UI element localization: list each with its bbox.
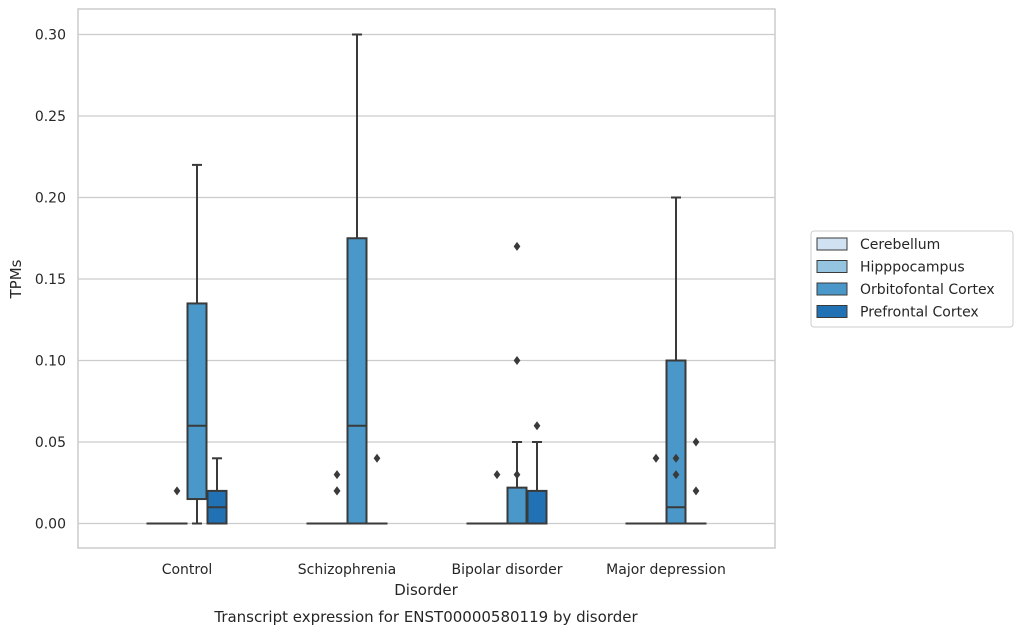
- outlier-point: [373, 453, 381, 463]
- y-axis-label: TPMs: [7, 259, 25, 299]
- outlier-point: [513, 356, 521, 365]
- legend-swatch: [816, 260, 848, 273]
- outlier-point: [533, 421, 541, 431]
- outlier-point: [173, 486, 181, 496]
- outlier-point: [672, 470, 680, 480]
- outlier-point: [333, 486, 341, 496]
- box-group: [665, 196, 687, 525]
- outlier-point: [692, 486, 700, 496]
- box-group: [526, 421, 548, 525]
- box-group: [366, 453, 388, 525]
- plot-frame: [77, 8, 776, 549]
- legend-swatch: [816, 282, 848, 296]
- legend-label: Hipppocampus: [860, 260, 965, 276]
- chart-caption: Transcript expression for ENST0000058011…: [213, 608, 638, 626]
- y-tick-label: 0.25: [35, 109, 66, 125]
- y-tick-label: 0.15: [35, 272, 66, 288]
- legend: Cerebellum Hipppocampus Orbitofontal Corte…: [810, 230, 1014, 328]
- legend-label: Cerebellum: [860, 237, 940, 253]
- y-tick-label: 0.20: [35, 191, 66, 207]
- x-tick-label: Major depression: [606, 562, 726, 578]
- box-plot-marks: [146, 33, 707, 525]
- y-tick-label: 0.05: [35, 435, 66, 451]
- x-axis-ticks: Control Schizophrenia Bipolar disorder Majo…: [162, 562, 726, 578]
- x-tick-label: Schizophrenia: [298, 562, 396, 578]
- legend-frame: [810, 230, 1014, 328]
- box: [346, 237, 368, 525]
- legend-swatch: [816, 305, 848, 318]
- outlier-point: [692, 437, 700, 447]
- x-tick-label: Bipolar disorder: [451, 562, 562, 578]
- box-group: [506, 241, 528, 525]
- box-group: [685, 437, 707, 525]
- y-tick-label: 0.10: [35, 354, 66, 370]
- x-tick-label: Control: [162, 562, 213, 578]
- box-group: [486, 470, 508, 525]
- x-axis-label: Disorder: [394, 581, 458, 599]
- box: [186, 302, 208, 501]
- box-group: [166, 486, 188, 525]
- outlier-point: [672, 453, 680, 463]
- box-group: [206, 457, 228, 525]
- outlier-point: [513, 241, 521, 251]
- box: [665, 359, 687, 525]
- box-group: [326, 470, 348, 525]
- box-group: [346, 33, 368, 525]
- box-group: [645, 453, 667, 525]
- y-axis-ticks: 0.00 0.05 0.10 0.15 0.20 0.25 0.30: [35, 28, 66, 533]
- outlier-point: [513, 470, 521, 480]
- box: [506, 486, 528, 525]
- legend-swatch: [816, 237, 848, 251]
- box-group: [186, 163, 208, 525]
- outlier-point: [493, 470, 501, 480]
- box: [526, 489, 548, 525]
- outlier-point: [652, 453, 660, 463]
- legend-label: Prefrontal Cortex: [860, 305, 979, 321]
- outlier-point: [333, 470, 341, 480]
- y-tick-label: 0.00: [35, 517, 66, 533]
- y-tick-label: 0.30: [35, 28, 66, 44]
- legend-label: Orbitofontal Cortex: [860, 282, 995, 298]
